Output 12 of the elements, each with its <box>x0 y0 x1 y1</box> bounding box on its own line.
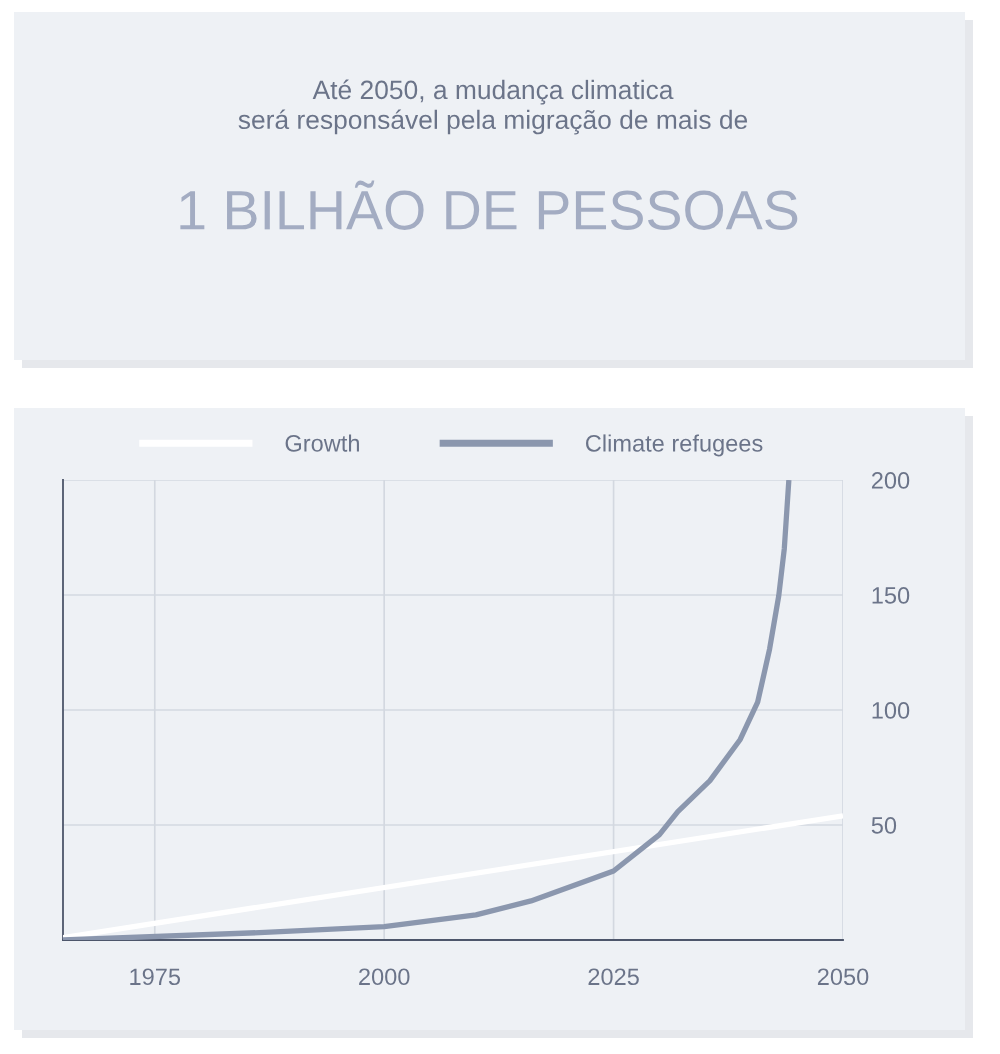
y-tick-label: 50 <box>871 817 897 834</box>
legend-label: Climate refugees <box>586 434 763 457</box>
chart-title: Até 2050, a mudança climatica será responsável pela migração de mais de <box>238 79 748 135</box>
x-tick-label: 2025 <box>588 968 639 986</box>
y-tick-label: 100 <box>872 702 910 719</box>
legend-label: Growth <box>285 434 359 452</box>
x-tick-label: 2050 <box>817 968 869 986</box>
chart-subtitle: 1 BILHÃO DE PESSOAS <box>180 180 798 230</box>
y-tick-label: 200 <box>871 472 910 489</box>
x-tick-label: 2000 <box>359 968 410 986</box>
y-tick-label: 150 <box>872 587 910 604</box>
x-tick-label: 1975 <box>130 968 181 986</box>
